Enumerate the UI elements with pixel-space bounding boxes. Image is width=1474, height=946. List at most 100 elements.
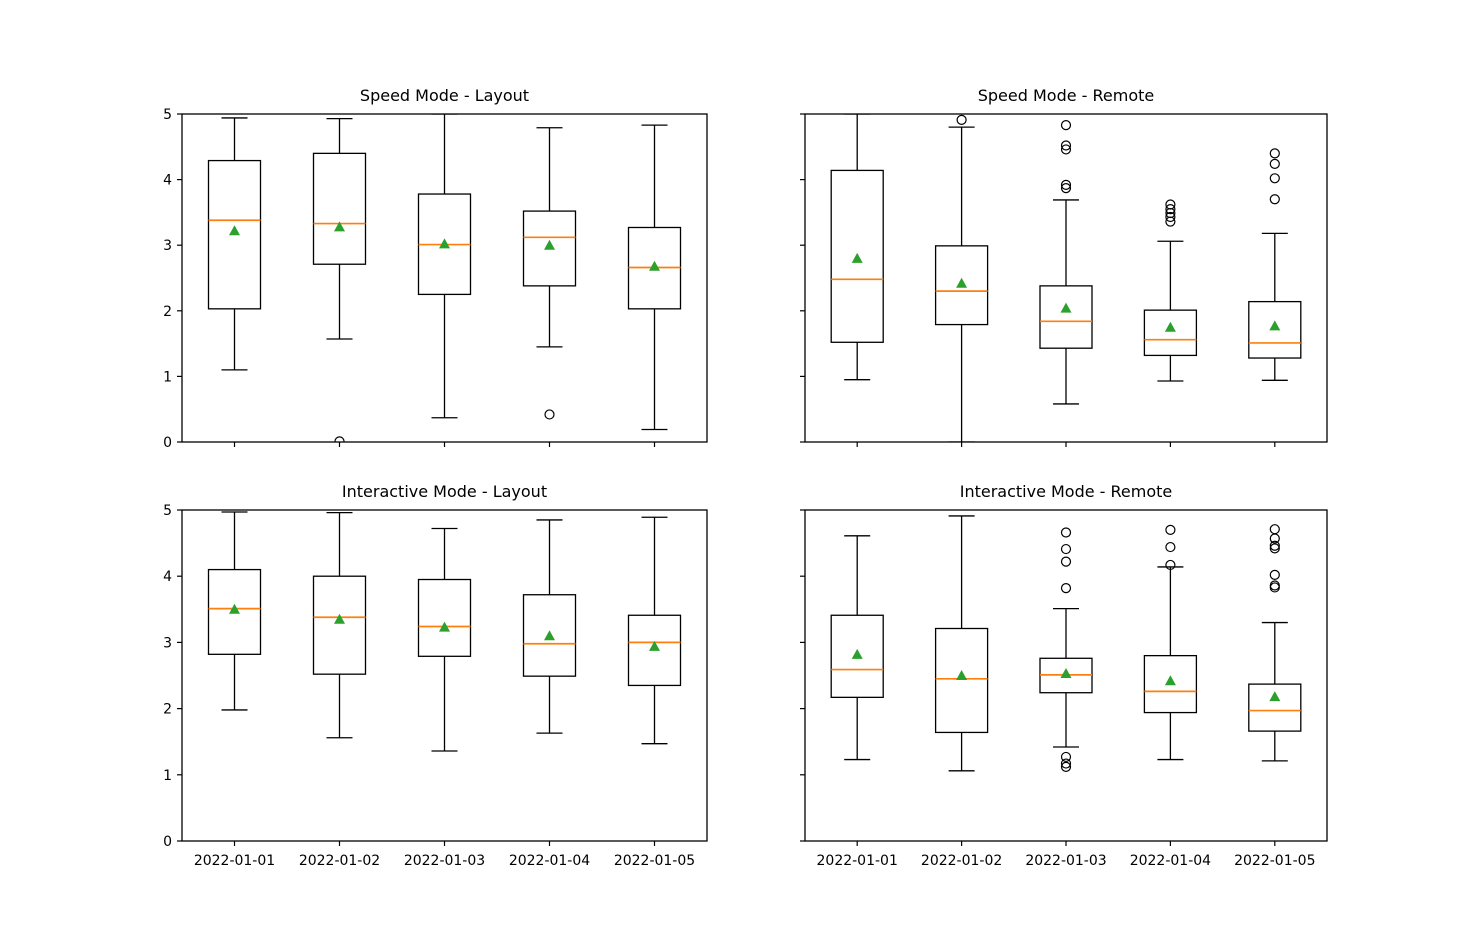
mean-marker	[851, 648, 863, 659]
box-group	[1039, 120, 1093, 405]
outlier-point	[1060, 179, 1072, 190]
mean-marker	[439, 621, 450, 632]
y-axis-tick-label: 1	[163, 768, 172, 784]
iqr-box	[1143, 309, 1198, 357]
boxplot-canvas: 0 1 2 3 4 5	[163, 107, 708, 451]
outlier-point	[1165, 211, 1176, 223]
box-group	[522, 519, 577, 734]
iqr-box	[1039, 285, 1093, 349]
boxes-group	[830, 515, 1302, 772]
box-group	[830, 535, 884, 761]
subplot-title: Speed Mode - Remote	[977, 86, 1155, 105]
outlier-point	[1060, 751, 1072, 763]
box-group	[417, 114, 472, 419]
box-group	[934, 114, 989, 442]
x-axis-tick-label: 2022-01-02	[299, 853, 380, 869]
box-group	[417, 527, 472, 752]
outlier-point	[1269, 580, 1280, 591]
box-group	[312, 117, 367, 442]
iqr-box	[312, 575, 367, 675]
boxes-group	[830, 114, 1302, 442]
x-axis-tick-label: 2022-01-01	[194, 853, 275, 869]
mean-marker	[649, 640, 660, 651]
box-group	[522, 127, 577, 420]
outlier-point	[1060, 527, 1072, 538]
outlier-point	[1269, 543, 1280, 554]
outlier-point	[956, 114, 967, 126]
box-group	[207, 117, 262, 371]
y-axis-tick-label: 1	[163, 369, 172, 385]
mean-marker	[1164, 321, 1176, 332]
axes-frame	[804, 509, 1328, 842]
outlier-point	[1060, 183, 1072, 194]
iqr-box	[417, 578, 472, 657]
outlier-point	[1060, 120, 1072, 131]
box-group	[1143, 524, 1198, 761]
x-axis-tick-label: 2022-01-03	[1025, 853, 1106, 869]
y-axis-tick-label: 0	[163, 435, 172, 451]
outlier-point	[1060, 583, 1072, 594]
iqr-box	[934, 627, 989, 734]
subplot-title: Interactive Mode - Remote	[959, 482, 1173, 501]
mean-marker	[956, 670, 968, 680]
y-axis-tick-label: 4	[163, 173, 172, 189]
outlier-point	[1165, 541, 1176, 553]
mean-marker	[334, 613, 345, 624]
outlier-point	[1269, 148, 1280, 159]
boxplot-canvas: 2022-01-01 2022-01-02 2022-01-03 2022-01-04…	[800, 509, 1328, 869]
box-group	[1143, 199, 1198, 382]
axes-frame	[804, 113, 1328, 443]
outlier-point	[1269, 173, 1280, 184]
subplot-speed-layout: Speed Mode - Layout 0 1 2 3 4 5	[163, 86, 708, 451]
box-group	[627, 124, 682, 431]
y-axis-tick-label: 3	[163, 238, 172, 254]
mean-marker	[1269, 691, 1281, 702]
box-group	[1248, 148, 1302, 381]
outlier-point	[1269, 540, 1280, 551]
mean-marker	[851, 252, 863, 263]
mean-marker	[956, 277, 968, 288]
x-axis-tick-label: 2022-01-04	[509, 853, 590, 869]
outlier-point	[1060, 758, 1072, 769]
x-axis-tick-label: 2022-01-05	[614, 853, 695, 869]
mean-marker	[229, 603, 240, 614]
box-group	[830, 114, 884, 381]
outlier-point	[1060, 543, 1072, 555]
x-axis-tick-label: 2022-01-01	[817, 853, 898, 869]
axes-frame	[181, 509, 708, 842]
iqr-box	[312, 152, 367, 265]
x-axis-tick-label: 2022-01-02	[921, 853, 1002, 869]
boxplot-canvas: 0 1 2 3 4 5 2022-01-01 2022-01-02 2022-01-03 2022…	[163, 503, 708, 869]
mean-marker	[1060, 668, 1072, 679]
y-axis-tick-label: 0	[163, 834, 172, 850]
subplot-speed-remote: Speed Mode - Remote	[800, 86, 1328, 447]
boxes-group	[207, 511, 682, 752]
outlier-point	[1269, 158, 1280, 169]
outlier-point	[1269, 533, 1280, 544]
outlier-point	[1269, 194, 1280, 205]
box-group	[207, 511, 262, 711]
mean-marker	[439, 238, 450, 249]
subplot-interactive-layout: Interactive Mode - Layout 0 1 2 3 4 5 2022-01-…	[163, 482, 708, 869]
y-axis-tick-label: 2	[163, 702, 172, 718]
outlier-point	[1269, 524, 1280, 535]
mean-marker	[1269, 320, 1281, 331]
box-group	[1248, 524, 1302, 762]
y-axis-tick-label: 3	[163, 635, 172, 651]
outlier-point	[1269, 569, 1280, 580]
outlier-point	[334, 436, 345, 442]
outlier-point	[544, 409, 555, 420]
outlier-point	[1060, 761, 1072, 772]
box-group	[312, 511, 367, 739]
outlier-point	[1165, 559, 1176, 571]
box-group	[1039, 527, 1093, 772]
subplot-interactive-remote: Interactive Mode - Remote 2022-01-01 2022…	[800, 482, 1328, 869]
mean-marker	[1164, 675, 1176, 686]
outlier-point	[1060, 144, 1072, 155]
outlier-point	[1165, 204, 1176, 215]
outlier-point	[1060, 556, 1072, 567]
mean-marker	[544, 630, 555, 641]
y-axis-tick-label: 4	[163, 569, 172, 585]
outlier-point	[1165, 524, 1176, 535]
